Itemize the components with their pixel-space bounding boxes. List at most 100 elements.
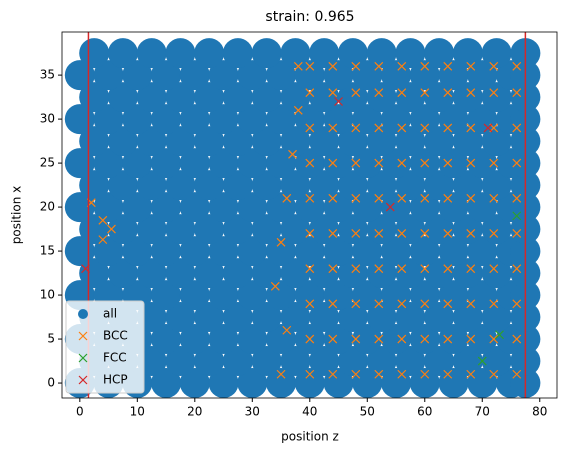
point <box>409 104 440 135</box>
point <box>328 123 338 133</box>
point <box>280 82 311 113</box>
point <box>467 236 498 267</box>
point <box>64 192 95 223</box>
point <box>374 61 384 71</box>
point <box>397 369 407 379</box>
point <box>328 158 338 168</box>
point <box>481 302 512 333</box>
point <box>443 158 453 168</box>
point <box>452 302 483 333</box>
point <box>452 170 483 201</box>
point <box>270 281 280 291</box>
point <box>237 236 268 267</box>
point <box>323 236 354 267</box>
point <box>222 346 253 377</box>
point <box>352 236 383 267</box>
point <box>266 368 297 398</box>
point <box>93 236 124 267</box>
point <box>93 148 124 179</box>
point <box>107 38 138 69</box>
point <box>208 192 239 223</box>
point <box>443 88 453 98</box>
point <box>395 170 426 201</box>
point <box>481 126 512 157</box>
point <box>208 280 239 311</box>
point <box>179 236 210 267</box>
point <box>352 104 383 135</box>
point <box>374 299 384 309</box>
point <box>222 214 253 245</box>
point <box>385 202 395 212</box>
point <box>151 192 182 223</box>
point <box>467 324 498 355</box>
point <box>495 330 504 340</box>
point <box>151 236 182 267</box>
legend-marker <box>78 353 88 363</box>
point <box>165 302 196 333</box>
point <box>395 214 426 245</box>
point <box>352 148 383 179</box>
point <box>489 193 499 203</box>
point <box>374 193 384 203</box>
point <box>293 61 303 71</box>
point <box>237 148 268 179</box>
point <box>397 229 407 238</box>
point <box>151 280 182 311</box>
point <box>280 170 311 201</box>
legend-marker <box>78 375 88 385</box>
point <box>194 126 225 157</box>
point <box>352 192 383 223</box>
point <box>79 126 110 157</box>
point <box>438 236 469 267</box>
point <box>477 356 487 366</box>
point <box>438 324 469 355</box>
point <box>366 258 397 289</box>
point <box>107 214 138 245</box>
point <box>466 229 476 238</box>
point <box>93 60 124 91</box>
point <box>424 258 455 289</box>
x-tick-label: 20 <box>187 405 202 419</box>
point <box>481 214 512 245</box>
point <box>93 192 124 223</box>
point <box>489 158 499 168</box>
point <box>351 369 361 379</box>
point <box>79 170 110 201</box>
point <box>352 280 383 311</box>
point <box>237 104 268 135</box>
point <box>122 236 153 267</box>
point <box>266 60 297 91</box>
plot-area <box>64 38 541 398</box>
point <box>136 82 167 113</box>
point <box>323 148 354 179</box>
point <box>409 60 440 91</box>
point <box>489 264 499 274</box>
x-tick-label: 60 <box>417 405 432 419</box>
point <box>309 214 340 245</box>
point <box>420 369 430 379</box>
point <box>395 38 426 69</box>
point <box>452 214 483 245</box>
point <box>351 158 361 168</box>
point <box>366 126 397 157</box>
point <box>251 126 282 157</box>
point <box>305 264 315 274</box>
point <box>420 264 430 274</box>
point <box>237 324 268 355</box>
point <box>397 193 407 203</box>
point <box>194 346 225 377</box>
point <box>280 302 311 333</box>
point <box>165 214 196 245</box>
point <box>328 88 338 98</box>
point <box>512 211 522 221</box>
point <box>309 346 340 377</box>
point <box>337 126 368 157</box>
point <box>351 123 361 133</box>
point <box>489 61 499 71</box>
point <box>366 82 397 113</box>
point <box>309 170 340 201</box>
point <box>489 334 499 344</box>
point <box>194 302 225 333</box>
point <box>443 193 453 203</box>
point <box>107 258 138 289</box>
